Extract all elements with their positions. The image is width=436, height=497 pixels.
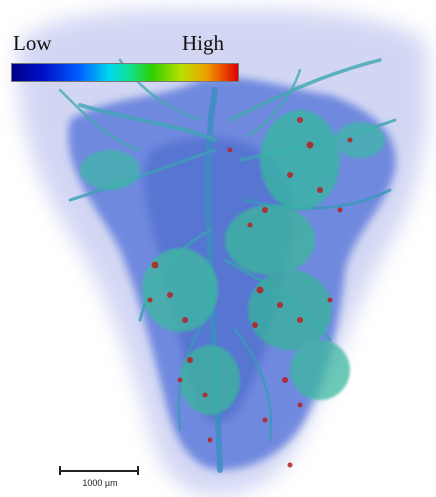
colorbar-high-label: High <box>182 31 224 55</box>
scale-bar-label: 1000 µm <box>82 478 118 488</box>
colorbar-low-label: Low <box>13 31 52 55</box>
mid-intensity-regions <box>80 110 385 415</box>
high-intensity-spots <box>147 117 353 468</box>
scale-bar <box>59 466 139 475</box>
intensity-colorbar <box>11 63 239 82</box>
